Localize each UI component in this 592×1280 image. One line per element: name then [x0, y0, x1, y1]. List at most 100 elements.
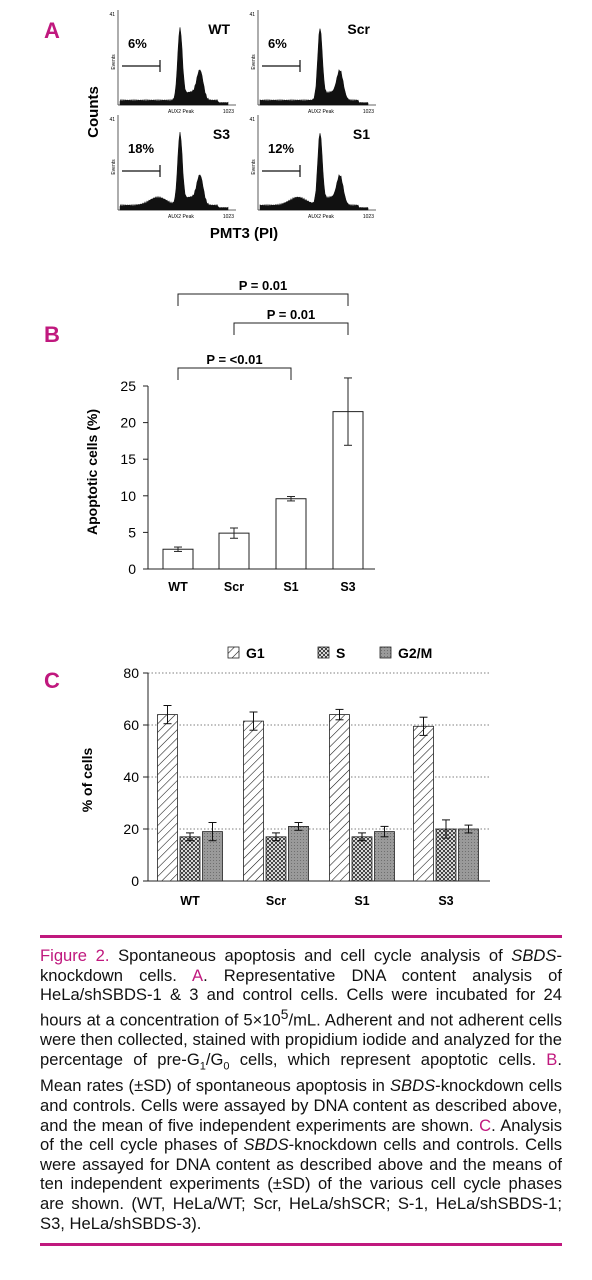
caption-gene-name: SBDS	[243, 1135, 289, 1155]
histogram-percent: 12%	[268, 141, 294, 156]
legend-label: S	[336, 645, 345, 661]
y-tick-label: 0	[131, 873, 139, 889]
panel-a-y-title: Counts	[85, 86, 102, 138]
caption-panel-ref-b: B	[546, 1049, 558, 1069]
histogram-x-tick: 1023	[223, 214, 234, 220]
bar-s	[351, 836, 373, 882]
histogram-y-label: Events	[251, 54, 257, 70]
histogram-x-tick: 1023	[223, 109, 234, 115]
bar-g2m	[458, 828, 479, 882]
y-tick-label: 80	[123, 665, 139, 681]
legend-swatch	[227, 646, 240, 659]
bar-g1	[243, 720, 264, 882]
caption-text: /G	[205, 1049, 224, 1069]
histogram-profile	[259, 133, 369, 211]
caption-text: -knockdown cells and controls. Cells wer…	[40, 1135, 562, 1233]
caption-text: . Analysis of the cell cycle phases of	[40, 1115, 563, 1155]
panel-a-histograms: Counts PMT3 (PI) 6% WT AUX2 Peak 1023 41 Even…	[85, 10, 376, 242]
bar-g2m	[374, 831, 395, 882]
y-tick-label: 25	[120, 378, 136, 394]
panel-label-b: B	[44, 322, 60, 347]
caption-text: /mL. Adherent and not adherent cells wer…	[40, 1010, 562, 1069]
bar-s	[179, 836, 201, 882]
bar-g1	[157, 714, 178, 882]
histogram-y-tick: 41	[249, 117, 255, 123]
histogram-y-label: Events	[251, 159, 257, 175]
y-tick-label: 20	[120, 415, 136, 431]
caption-panel-ref-c: C	[479, 1115, 492, 1135]
x-tick-label: Scr	[266, 894, 286, 908]
bar	[218, 532, 250, 570]
y-tick-label: 20	[123, 821, 139, 837]
caption-gene-name: SBDS	[389, 1076, 436, 1096]
panel-label-c: C	[44, 668, 60, 693]
caption-text: -knockdown cells.	[40, 946, 563, 985]
x-tick-label: S3	[438, 894, 453, 908]
histogram-percent: 6%	[128, 36, 147, 51]
histogram-s3: 18% S3 AUX2 Peak 1023 41 Events	[109, 115, 236, 220]
panel-label-a: A	[44, 18, 60, 43]
caption-figure-label: Figure 2.	[40, 946, 110, 965]
bar	[275, 498, 307, 570]
histogram-percent: 18%	[128, 141, 154, 156]
histogram-profile	[119, 27, 229, 106]
histogram-y-tick: 41	[109, 12, 115, 18]
caption-subscript: 0	[223, 1059, 230, 1072]
histogram-y-label: Events	[111, 159, 117, 175]
histogram-sample-label: Scr	[347, 21, 370, 37]
x-tick-label: WT	[180, 894, 200, 908]
histogram-scr: 6% Scr AUX2 Peak 1023 41 Events	[249, 10, 376, 115]
x-tick-label: S3	[340, 580, 355, 594]
histogram-sample-label: S3	[213, 126, 230, 142]
legend-swatch	[317, 646, 330, 659]
x-tick-label: S1	[283, 580, 298, 594]
y-tick-label: 10	[120, 488, 136, 504]
caption-panel-ref-a: A	[192, 965, 204, 985]
histogram-sample-label: WT	[208, 21, 230, 37]
caption-subscript: 1	[199, 1059, 206, 1072]
caption-text: Spontaneous apoptosis and cell cycle ana…	[109, 946, 512, 965]
bar-g1	[413, 725, 434, 882]
histogram-percent: 6%	[268, 36, 287, 51]
bar	[162, 548, 194, 570]
y-axis-title: % of cells	[79, 748, 95, 813]
panel-a-x-title: PMT3 (PI)	[210, 225, 278, 242]
bar-s	[265, 836, 287, 882]
y-tick-label: 5	[128, 524, 136, 540]
significance-bracket	[233, 322, 349, 335]
panel-c-chart: 0 20 40 60 80 % of cells WT Scr S1 S3 G1 S G2/M	[79, 645, 490, 908]
histogram-x-tick: 1023	[363, 109, 374, 115]
significance-label: P = 0.01	[239, 280, 288, 293]
y-tick-label: 15	[120, 451, 136, 467]
panel-b-chart: 0 5 10 15 20 25 Apoptotic cells (%) WT Scr S1 S3 P …	[84, 280, 375, 594]
caption-exponent: 5	[280, 1005, 289, 1022]
y-tick-label: 40	[123, 769, 139, 785]
histogram-s1: 12% S1 AUX2 Peak 1023 41 Events	[249, 115, 376, 220]
legend-label: G1	[246, 645, 265, 661]
caption-text: cells, which represent apoptotic cells.	[229, 1049, 547, 1069]
caption-text: . Mean rates (±SD) of spontaneous apopto…	[40, 1049, 562, 1096]
significance-bracket	[177, 293, 349, 306]
y-tick-label: 0	[128, 561, 136, 577]
x-tick-label: Scr	[224, 580, 244, 594]
bar-g1	[329, 714, 350, 882]
caption-text: . Representative DNA content analysis of…	[40, 965, 562, 1030]
histogram-profile	[119, 131, 229, 211]
histogram-sample-label: S1	[353, 126, 370, 142]
x-tick-label: WT	[168, 580, 188, 594]
significance-label: P = <0.01	[206, 352, 262, 367]
histogram-x-label: AUX2 Peak	[308, 214, 334, 220]
legend-label: G2/M	[398, 645, 432, 661]
histogram-x-label: AUX2 Peak	[308, 109, 334, 115]
histogram-x-label: AUX2 Peak	[168, 214, 194, 220]
legend-swatch	[379, 646, 392, 659]
histogram-y-tick: 41	[109, 117, 115, 123]
histogram-profile	[259, 28, 369, 106]
histogram-x-label: AUX2 Peak	[168, 109, 194, 115]
histogram-wt: 6% WT AUX2 Peak 1023 41 Events	[109, 10, 236, 115]
significance-label: P = 0.01	[267, 307, 316, 322]
caption-gene-name: SBDS	[511, 946, 557, 965]
histogram-y-tick: 41	[249, 12, 255, 18]
y-axis-title: Apoptotic cells (%)	[84, 409, 100, 535]
histogram-y-label: Events	[111, 54, 117, 70]
